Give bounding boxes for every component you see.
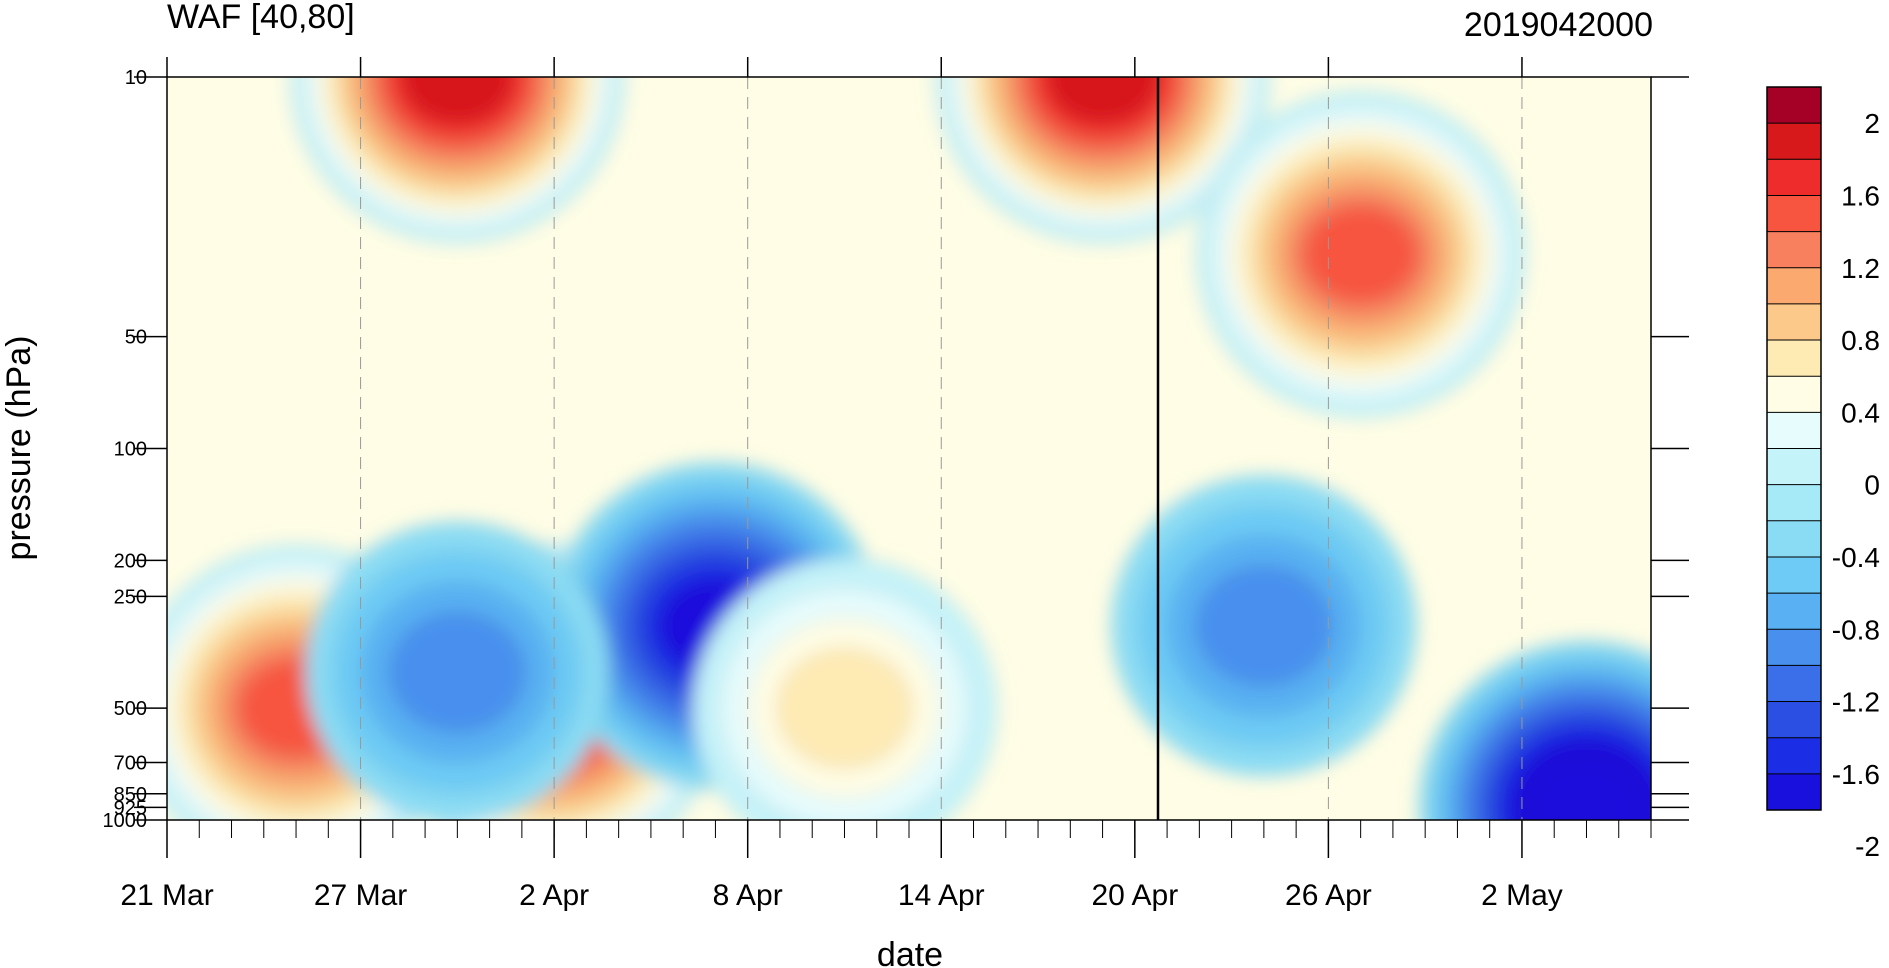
colorbar-swatch — [1767, 484, 1821, 522]
colorbar-label: 0 — [1864, 470, 1880, 501]
plot-area — [166, 76, 1652, 821]
y-tick-label: 700 — [114, 752, 147, 774]
y-tick-label: 10 — [125, 67, 147, 89]
y-tick-label: 500 — [114, 698, 147, 720]
colorbar-label: 0.4 — [1841, 397, 1880, 428]
x-axis-label: date — [877, 936, 943, 968]
colorbar-swatch — [1767, 701, 1821, 739]
colorbar-swatch — [1767, 267, 1821, 305]
contour-band — [389, 611, 526, 733]
date-gridlines — [360, 77, 1523, 820]
contour-band — [1049, 77, 1156, 121]
colorbar-swatch — [1767, 448, 1821, 486]
colorbar-swatch — [1767, 629, 1821, 666]
x-axis: 21 Mar 27 Mar 2 Apr 8 Apr 14 Apr 20 Apr 26 Apr… — [120, 57, 1652, 912]
colorbar-swatch — [1767, 773, 1821, 811]
colorbar-label: 1.2 — [1841, 253, 1880, 284]
colorbar-swatch — [1767, 340, 1821, 377]
contour-band — [1195, 565, 1333, 687]
contour-band — [404, 77, 511, 121]
x-tick-label: 14 Apr — [898, 879, 985, 912]
x-tick-label: 26 Apr — [1285, 879, 1372, 912]
y-tick-label: 100 — [114, 439, 147, 461]
colorbar-swatch — [1767, 665, 1821, 703]
x-tick-label: 8 Apr — [713, 879, 783, 912]
colorbar-label: -1.6 — [1832, 759, 1880, 790]
colorbar-swatch — [1767, 195, 1821, 233]
colorbar-swatch — [1767, 593, 1821, 630]
colorbar-swatch — [1767, 303, 1821, 341]
colorbar-swatch — [1767, 159, 1821, 196]
colorbar-swatch — [1767, 123, 1821, 160]
x-tick-label: 27 Mar — [314, 879, 407, 912]
x-tick-label: 2 Apr — [519, 879, 589, 912]
colorbar-swatch — [1767, 231, 1821, 269]
contour-band — [1533, 763, 1640, 820]
colorbar-label: 0.8 — [1841, 325, 1880, 356]
x-tick-label: 20 Apr — [1091, 879, 1178, 912]
colorbar-label: -2 — [1855, 831, 1880, 862]
colorbar-swatch — [1767, 556, 1821, 594]
x-tick-label: 21 Mar — [120, 879, 213, 912]
colorbar-swatch — [1767, 412, 1821, 449]
colorbar-label: -0.8 — [1832, 614, 1880, 645]
colorbar-label: -0.4 — [1832, 542, 1880, 573]
colorbar-label: -1.2 — [1832, 687, 1880, 718]
contour-bands — [167, 77, 1651, 820]
contour-band — [1304, 207, 1417, 302]
colorbar-swatch — [1767, 376, 1821, 413]
colorbar-swatch — [1767, 737, 1821, 775]
y-tick-label: 200 — [114, 550, 147, 572]
y-tick-label: 250 — [114, 586, 147, 608]
x-tick-label: 2 May — [1481, 879, 1563, 912]
colorbar-label: 2 — [1864, 108, 1880, 139]
colorbar-frame — [1766, 86, 1822, 811]
y-tick-label: 850 — [114, 784, 147, 806]
y-tick-label: 50 — [125, 327, 147, 349]
colorbar-label: 1.6 — [1841, 180, 1880, 211]
chart-title-right: 2019042000 — [1464, 6, 1653, 44]
y-axis-label: pressure (hPa) — [0, 336, 38, 561]
colorbar: 2 1.6 1.2 0.8 0.4 0 -0.4 -0.8 -1.2 -1.6 -2 — [1766, 86, 1880, 862]
colorbar-swatch — [1767, 87, 1821, 124]
colorbar-swatch — [1767, 520, 1821, 558]
contour-field — [167, 77, 1651, 820]
chart-title-left: WAF [40,80] — [167, 0, 355, 36]
y-tick-label: 1000 — [103, 810, 148, 832]
y-tick-label: 925 — [114, 797, 147, 819]
contour-band — [776, 647, 913, 769]
